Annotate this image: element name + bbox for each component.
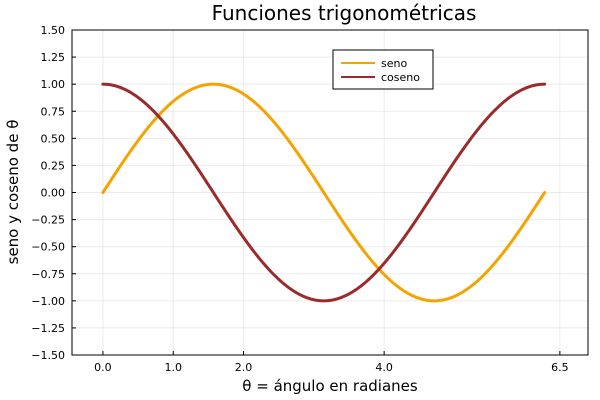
x-tick-label: 4.0 (375, 361, 393, 374)
data-point (507, 245, 509, 247)
data-point (175, 97, 177, 99)
data-point (470, 285, 472, 287)
y-tick-label: 0.50 (41, 132, 66, 145)
legend-label-coseno: coseno (381, 71, 420, 84)
data-point (470, 137, 472, 139)
y-tick-label: 0.75 (41, 105, 66, 118)
series-line-seno (101, 82, 547, 303)
legend-label-seno: seno (381, 57, 407, 70)
y-tick-label: 0.25 (41, 159, 66, 172)
data-point (396, 245, 398, 247)
grid (72, 29, 588, 356)
data-point (249, 97, 251, 99)
chart-title: Funciones trigonométricas (212, 1, 477, 25)
x-tick-label: 2.0 (235, 361, 253, 374)
data-point (323, 300, 325, 302)
legend-box (332, 49, 434, 90)
data-point (286, 285, 288, 287)
y-tick-label: −1.00 (31, 295, 65, 308)
x-axis-label: θ = ángulo en radianes (242, 377, 418, 395)
y-tick-label: −1.25 (31, 322, 65, 335)
x-tick-label: 0.0 (94, 361, 112, 374)
data-point (139, 137, 141, 139)
series-line-coseno (101, 82, 547, 303)
data-point (396, 285, 398, 287)
y-tick-label: −0.50 (31, 241, 65, 254)
legend: seno coseno (332, 49, 434, 90)
y-tick-label: −1.50 (31, 349, 65, 362)
plot-area (101, 82, 547, 303)
data-point (433, 191, 435, 193)
y-tick-label: 1.00 (41, 78, 66, 91)
y-tick-label: −0.25 (31, 214, 65, 227)
data-point (102, 83, 104, 85)
y-tick-label: 0.00 (41, 187, 66, 200)
y-tick-label: 1.50 (41, 24, 66, 37)
data-point (212, 191, 214, 193)
data-point (286, 137, 288, 139)
x-tick-label: 1.0 (164, 361, 182, 374)
data-point (543, 191, 545, 193)
x-tick-label: 6.5 (551, 361, 569, 374)
data-point (323, 191, 325, 193)
data-point (433, 300, 435, 302)
data-point (102, 191, 104, 193)
y-axis-ticks: −1.50 −1.25 −1.00 −0.75 −0.50 −0.25 0.00 0.25 0.… (31, 24, 76, 362)
x-axis-ticks: 0.0 1.0 2.0 4.0 6.5 (94, 351, 569, 374)
data-point (249, 245, 251, 247)
data-point (359, 285, 361, 287)
y-tick-label: −0.75 (31, 268, 65, 281)
data-point (139, 97, 141, 99)
data-point (175, 137, 177, 139)
data-point (212, 83, 214, 85)
y-tick-label: 1.25 (41, 51, 66, 64)
data-point (359, 245, 361, 247)
data-point (543, 83, 545, 85)
data-point (507, 97, 509, 99)
y-axis-label: seno y coseno de θ (4, 120, 22, 265)
